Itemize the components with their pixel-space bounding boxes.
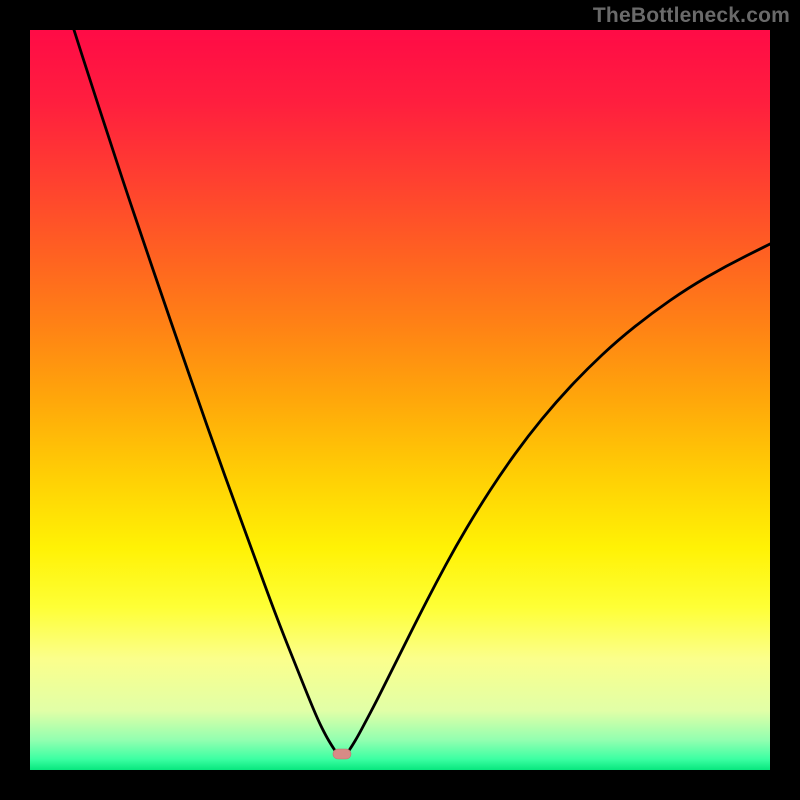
plot-svg [30,30,770,770]
chart-frame: TheBottleneck.com [0,0,800,800]
optimal-point-marker [333,749,351,759]
gradient-background [30,30,770,770]
watermark-text: TheBottleneck.com [593,4,790,28]
plot-area [30,30,770,770]
